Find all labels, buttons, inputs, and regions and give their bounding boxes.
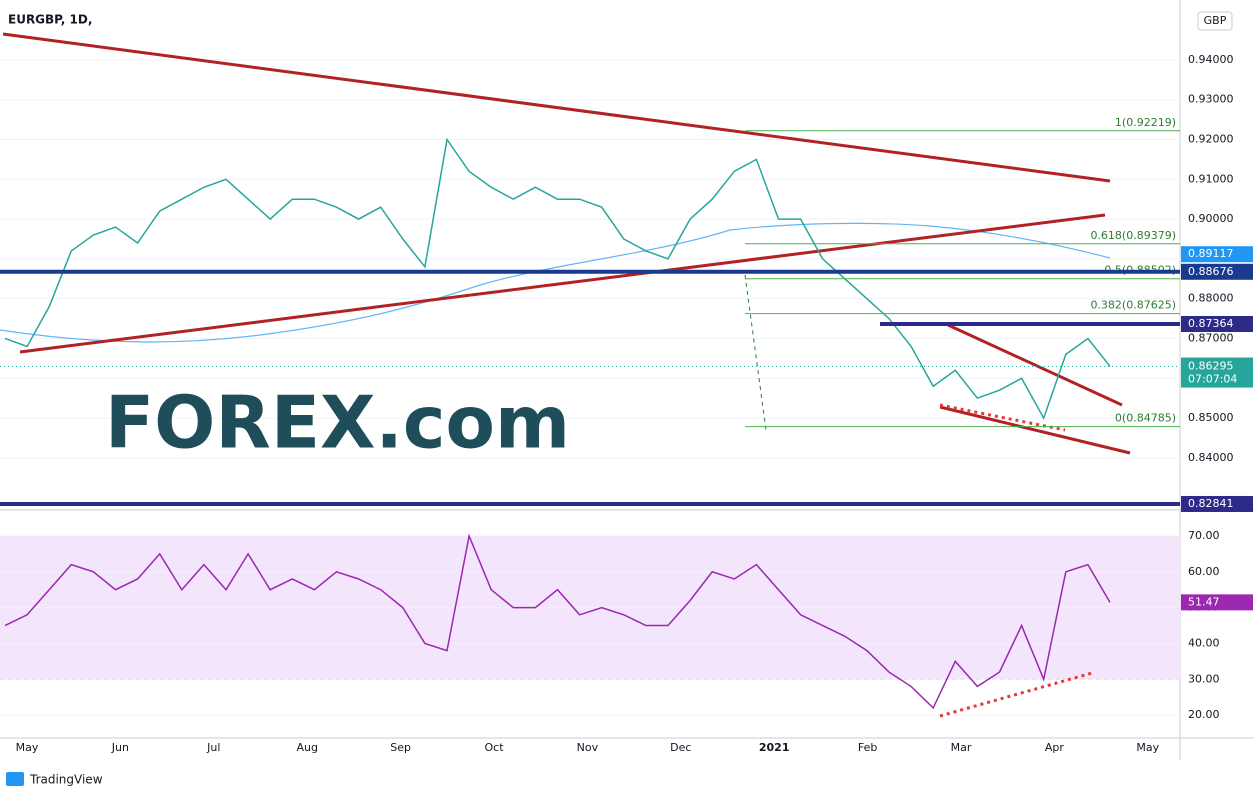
last-price-label-countdown: 07:07:04	[1188, 373, 1237, 386]
y-tick-label: 0.90000	[1188, 212, 1234, 225]
x-tick-label: Jul	[206, 741, 220, 754]
x-tick-label: Dec	[670, 741, 691, 754]
y-tick-label: 0.91000	[1188, 172, 1234, 185]
symbol: EURGBP, 1D,	[8, 13, 92, 27]
y-tick-label: 0.85000	[1188, 411, 1234, 424]
x-tick-label: Oct	[484, 741, 504, 754]
ma-label-box	[1181, 246, 1253, 263]
y-tick-label: 40.00	[1188, 636, 1220, 649]
x-tick-label: Apr	[1045, 741, 1065, 754]
footer: TradingView	[29, 773, 103, 787]
rsi-label: 51.47	[1188, 595, 1220, 608]
price-label-box	[1181, 315, 1253, 332]
fib-label: 0(0.84785)	[1115, 412, 1176, 425]
divergence-line	[939, 403, 1066, 432]
currency: GBP	[1204, 14, 1227, 27]
y-tick-label: 0.93000	[1188, 93, 1234, 106]
x-tick-label: 2021	[759, 741, 790, 754]
price-label: 0.87364	[1188, 317, 1234, 330]
watermark: FOREX.com	[105, 381, 570, 465]
price-line	[4, 137, 1111, 420]
last-price-label: 0.86295	[1188, 360, 1234, 373]
currency-box	[1197, 11, 1233, 31]
x-tick-label: Jun	[111, 741, 129, 754]
y-tick-label: 0.87000	[1188, 331, 1234, 344]
y-tick-label: 60.00	[1188, 565, 1220, 578]
price-line	[4, 533, 1111, 710]
y-tick-label: 70.00	[1188, 529, 1220, 542]
fib-label: 0.382(0.87625)	[1090, 299, 1176, 312]
price-label-box	[1181, 263, 1253, 280]
y-tick-label: 0.84000	[1188, 451, 1234, 464]
y-tick-label: 0.88000	[1188, 292, 1234, 305]
moving-average	[0, 222, 1111, 343]
last-price-label-box	[1181, 357, 1253, 388]
y-tick-label: 30.00	[1188, 672, 1220, 685]
x-tick-label: Mar	[951, 741, 972, 754]
trendline	[947, 323, 1123, 407]
tv-logo	[6, 772, 24, 786]
fib-label: 0.618(0.89379)	[1090, 229, 1176, 242]
y-tick-label: 0.94000	[1188, 53, 1234, 66]
x-tick-label: Feb	[858, 741, 877, 754]
rsi-label-box	[1181, 594, 1253, 611]
price-label-box	[1181, 495, 1253, 512]
fib-label: 1(0.92219)	[1115, 116, 1176, 129]
fib-trend-line	[744, 274, 767, 431]
x-tick-label: Nov	[577, 741, 599, 754]
trendlines	[2, 32, 1131, 455]
ma-label: 0.89117	[1188, 247, 1234, 260]
trendline	[19, 213, 1106, 354]
trendline	[939, 405, 1131, 455]
x-tick-label: May	[1136, 741, 1159, 754]
divergence-line	[939, 671, 1093, 718]
x-tick-label: May	[16, 741, 39, 754]
trendline	[2, 32, 1111, 183]
y-tick-label: 0.92000	[1188, 133, 1234, 146]
price-label: 0.88676	[1188, 265, 1234, 278]
x-tick-label: Aug	[296, 741, 317, 754]
y-tick-label: 20.00	[1188, 708, 1220, 721]
x-tick-label: Sep	[390, 741, 411, 754]
price-label: 0.82841	[1188, 497, 1234, 510]
